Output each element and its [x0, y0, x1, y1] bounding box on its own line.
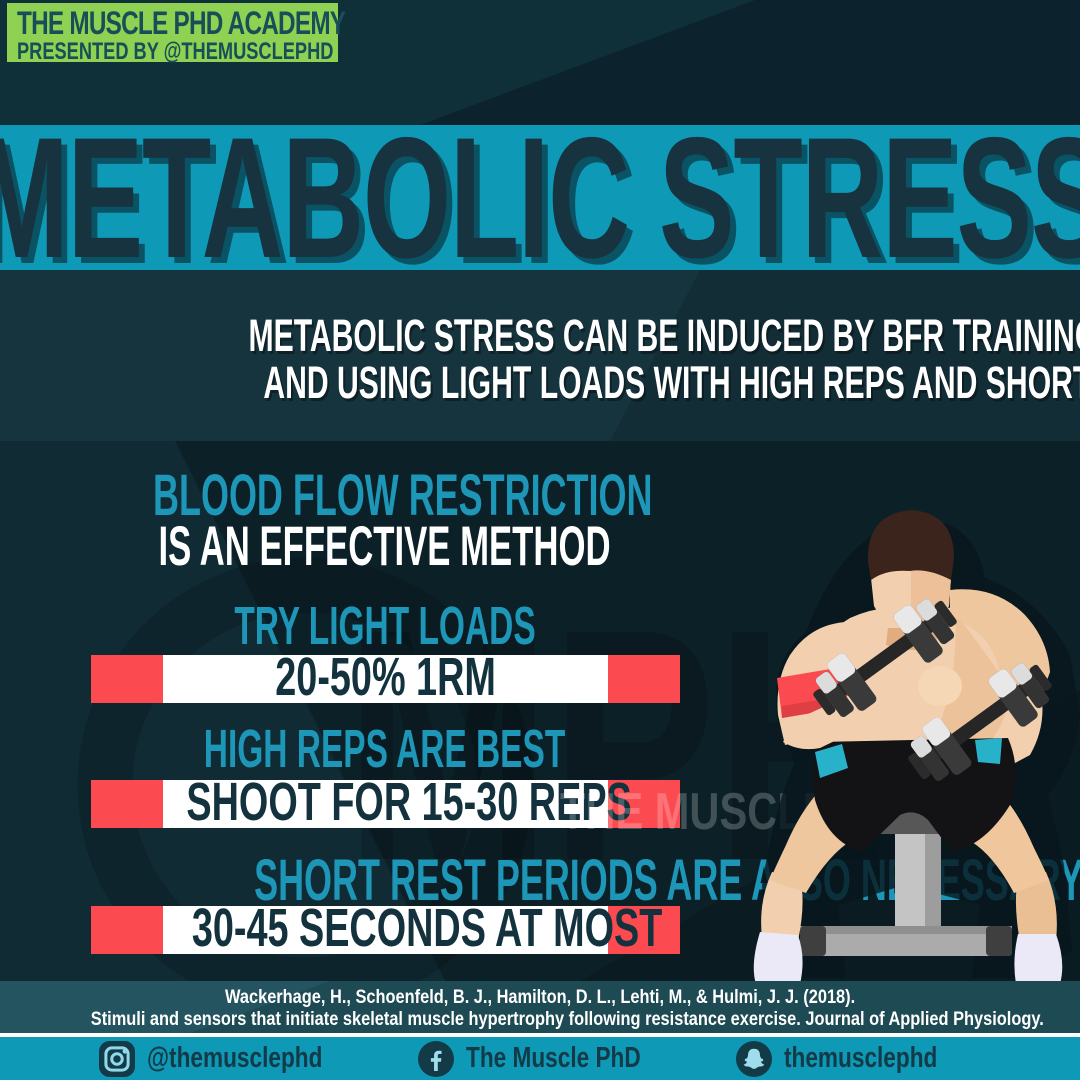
- social-facebook[interactable]: The Muscle PhD: [418, 1040, 690, 1077]
- bar-high-reps-value: SHOOT FOR 15-30 REPS: [186, 771, 632, 832]
- bar-red-end: [91, 780, 163, 828]
- bar-red-end: [91, 906, 163, 954]
- intro-line-2: AND USING LIGHT LOADS WITH HIGH REPS AND…: [263, 357, 1080, 408]
- citation-line-1: Wackerhage, H., Schoenfeld, B. J., Hamil…: [224, 986, 856, 1008]
- citation-band-shade: [0, 981, 330, 1033]
- instagram-icon: [99, 1040, 136, 1077]
- heading-high-reps: HIGH REPS ARE BEST: [204, 719, 566, 779]
- social-handle: @themusclephd: [147, 1042, 323, 1074]
- title-band: METABOLIC STRESS: [0, 101, 1080, 294]
- page-title: METABOLIC STRESS: [0, 101, 1080, 294]
- dumbbell: [908, 663, 1052, 781]
- bench: [800, 830, 1012, 956]
- bar-red-end: [608, 906, 680, 954]
- bar-short-rest: 30-45 SECONDS AT MOST: [91, 901, 680, 955]
- brand-badge-subtitle: PRESENTED BY @THEMUSCLEPHD: [17, 38, 334, 65]
- citation-band: Wackerhage, H., Schoenfeld, B. J., Hamil…: [0, 981, 1080, 1033]
- facebook-icon: [418, 1040, 455, 1077]
- social-footer: @themusclephd The Muscle PhD themuscleph…: [0, 1037, 1080, 1080]
- subheading-effective-method: IS AN EFFECTIVE METHOD: [158, 514, 612, 577]
- social-snapchat[interactable]: themusclephd: [736, 1040, 981, 1077]
- athlete-illustration: [753, 510, 1080, 985]
- bar-light-loads: 20-50% 1RM: [91, 650, 680, 704]
- heading-try-light-loads: TRY LIGHT LOADS: [234, 596, 536, 656]
- snapchat-icon: [736, 1040, 773, 1077]
- social-instagram[interactable]: @themusclephd: [99, 1040, 372, 1077]
- footer-separator: [0, 1033, 1080, 1037]
- social-handle: The Muscle PhD: [466, 1042, 641, 1074]
- citation-line-2: Stimuli and sensors that initiate skelet…: [90, 1008, 1044, 1030]
- brand-badge-title: THE MUSCLE PHD ACADEMY: [17, 5, 346, 41]
- bar-short-rest-value: 30-45 SECONDS AT MOST: [191, 897, 663, 958]
- heading-blood-flow-restriction: BLOOD FLOW RESTRICTION: [153, 463, 653, 528]
- intro-line-1: METABOLIC STRESS CAN BE INDUCED BY BFR T…: [248, 310, 1080, 361]
- bar-red-end: [608, 655, 680, 703]
- brand-badge: THE MUSCLE PHD ACADEMY PRESENTED BY @THE…: [7, 3, 346, 65]
- bar-red-end: [91, 655, 163, 703]
- bar-light-loads-value: 20-50% 1RM: [275, 646, 496, 707]
- bar-red-end: [608, 780, 680, 828]
- intro-paragraph: METABOLIC STRESS CAN BE INDUCED BY BFR T…: [0, 312, 1080, 406]
- bar-high-reps: SHOOT FOR 15-30 REPS: [91, 775, 680, 829]
- dumbbell: [813, 599, 957, 717]
- social-handle: themusclephd: [784, 1042, 938, 1074]
